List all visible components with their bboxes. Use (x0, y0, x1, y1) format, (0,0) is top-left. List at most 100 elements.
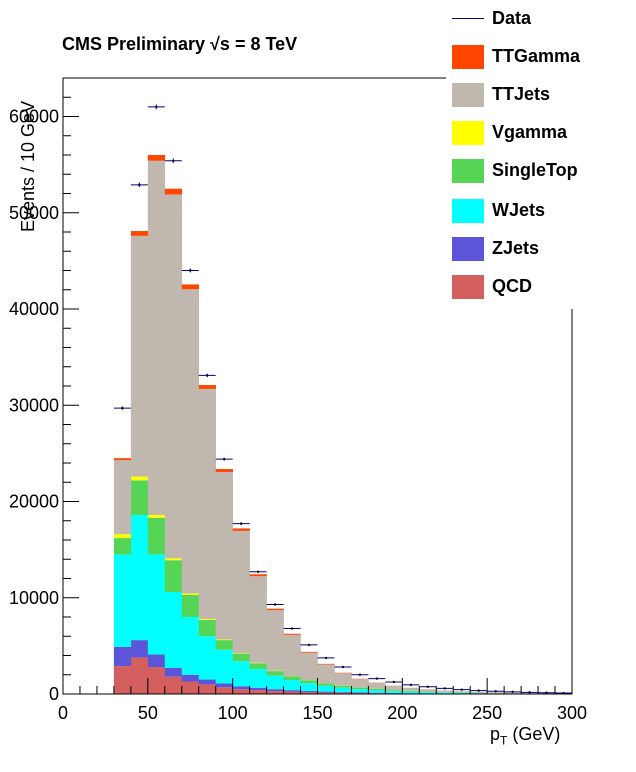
data-point-4 (181, 268, 199, 273)
bar-wjets-6 (215, 649, 233, 684)
bar-wjets-11 (300, 683, 318, 691)
data-point-16 (385, 680, 403, 684)
bar-zjets-12 (317, 691, 335, 693)
bar-ttgamma-12 (317, 663, 335, 665)
bar-singletop-2 (147, 517, 166, 555)
x-tick-label: 100 (218, 703, 248, 723)
data-point-21 (470, 689, 488, 692)
bar-qcd-8 (249, 690, 267, 694)
bar-wjets-18 (419, 692, 437, 694)
bar-ttjets-19 (436, 690, 454, 693)
bar-wjets-9 (266, 675, 284, 690)
legend-label-singletop: SingleTop (492, 160, 578, 180)
x-tick-label: 300 (557, 703, 587, 723)
legend-entry-singletop: SingleTop (446, 152, 626, 190)
bar-wjets-20 (453, 692, 471, 694)
x-tick-label: 0 (58, 703, 68, 723)
legend-swatch-singletop (452, 159, 484, 183)
bar-vgamma-2 (147, 514, 166, 518)
legend-label-data: Data (492, 8, 532, 28)
bar-ttjets-14 (351, 679, 369, 688)
bar-wjets-17 (402, 691, 420, 694)
bar-ttgamma-6 (215, 469, 233, 472)
stacked-histogram (113, 155, 573, 694)
bar-zjets-3 (164, 668, 183, 677)
bar-wjets-12 (317, 685, 335, 692)
legend-entry-qcd: QCD (446, 268, 626, 306)
bar-zjets-6 (215, 683, 233, 688)
data-point-23 (504, 690, 522, 694)
bar-qcd-13 (334, 692, 352, 694)
y-tick-label: 10000 (9, 588, 59, 608)
bar-ttjets-22 (487, 692, 505, 694)
data-point-0 (113, 406, 131, 410)
bar-ttjets-8 (249, 576, 267, 663)
legend-swatch-zjets (452, 237, 484, 261)
bar-vgamma-3 (164, 558, 183, 561)
bar-qcd-7 (232, 689, 250, 694)
x-axis-label-sub: T (500, 733, 508, 748)
bar-ttjets-3 (164, 194, 183, 559)
x-tick-label: 250 (472, 703, 502, 723)
bar-ttjets-2 (147, 160, 166, 515)
bar-ttgamma-5 (198, 385, 216, 389)
data-point-14 (351, 673, 369, 676)
data-point-12 (317, 656, 335, 660)
bar-qcd-0 (113, 666, 132, 694)
bar-ttjets-4 (181, 289, 200, 594)
bar-singletop-17 (402, 690, 420, 692)
bar-qcd-6 (215, 687, 233, 694)
legend-entry-wjets: WJets (446, 192, 626, 230)
bar-qcd-4 (181, 681, 200, 694)
bar-ttgamma-9 (266, 608, 284, 611)
bar-singletop-8 (249, 663, 267, 669)
data-point-2 (147, 104, 165, 110)
legend-swatch-vgamma (452, 121, 484, 145)
chart-title: CMS Preliminary √s = 8 TeV (62, 34, 298, 54)
bar-singletop-4 (181, 594, 200, 617)
bar-zjets-0 (113, 646, 132, 667)
data-point-9 (266, 603, 284, 606)
data-point-3 (164, 158, 182, 164)
bar-wjets-8 (249, 668, 267, 688)
y-tick-label: 50000 (9, 203, 59, 223)
bar-wjets-16 (385, 691, 403, 694)
bar-vgamma-4 (181, 593, 200, 595)
bar-ttjets-0 (113, 460, 132, 535)
bar-singletop-16 (385, 690, 403, 692)
bar-ttgamma-2 (147, 155, 166, 161)
bar-ttgamma-1 (130, 231, 149, 236)
bar-ttjets-1 (130, 235, 149, 477)
bar-singletop-9 (266, 671, 284, 676)
legend-label-wjets: WJets (492, 200, 546, 220)
x-tick-label: 200 (387, 703, 417, 723)
bar-ttgamma-11 (300, 651, 318, 653)
y-tick-label: 60000 (9, 107, 59, 127)
bar-ttjets-10 (283, 634, 301, 677)
legend-swatch-qcd (452, 275, 484, 299)
bar-singletop-3 (164, 560, 183, 592)
bar-ttjets-18 (419, 689, 437, 692)
bar-ttgamma-4 (181, 284, 200, 290)
bar-singletop-15 (368, 688, 386, 691)
data-point-20 (453, 688, 471, 691)
bar-qcd-11 (300, 692, 318, 694)
bar-wjets-3 (164, 591, 183, 669)
bar-wjets-13 (334, 687, 352, 693)
bar-ttgamma-8 (249, 574, 267, 577)
bar-ttgamma-0 (113, 458, 132, 461)
bar-vgamma-1 (130, 476, 149, 481)
bar-wjets-5 (198, 636, 216, 680)
bar-zjets-10 (283, 690, 301, 692)
bar-qcd-3 (164, 676, 183, 694)
y-tick-label: 30000 (9, 395, 59, 415)
data-point-18 (419, 685, 437, 688)
data-point-8 (249, 570, 267, 573)
data-point-24 (521, 691, 539, 694)
bar-wjets-2 (147, 554, 166, 655)
bar-vgamma-5 (198, 618, 216, 620)
bar-ttjets-21 (470, 691, 488, 693)
bar-zjets-2 (147, 654, 166, 668)
y-tick-label: 40000 (9, 299, 59, 319)
bar-ttjets-5 (198, 388, 216, 619)
